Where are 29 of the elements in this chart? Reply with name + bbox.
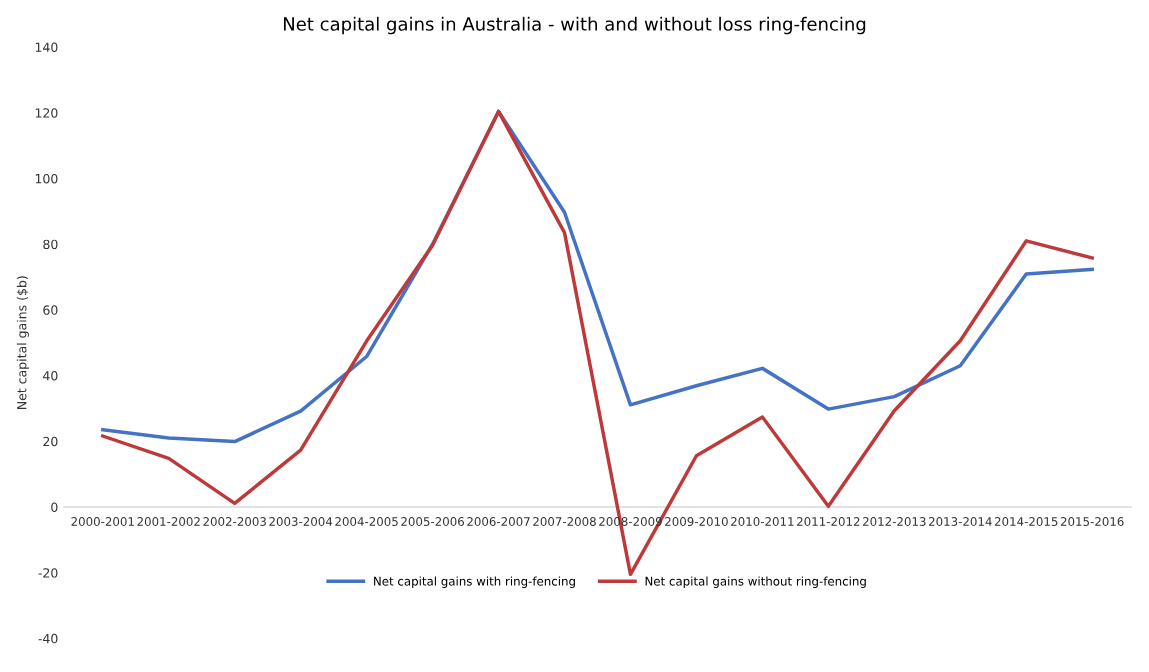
chart-title: Net capital gains in Australia - with and without loss ring-fencing — [283, 16, 866, 35]
y-tick-label: 140 — [35, 42, 58, 52]
legend-label: Net capital gains with ring-fencing — [374, 576, 575, 588]
x-tick-label: 2014-2015 — [994, 517, 1058, 526]
y-tick-label: 80 — [43, 239, 58, 250]
y-tick-label: -20 — [38, 568, 58, 578]
x-tick-label: 2015-2016 — [1060, 517, 1124, 526]
legend-label: Net capital gains without ring-fencing — [645, 576, 866, 588]
y-tick-label: 40 — [43, 371, 58, 381]
y-tick-label: 20 — [43, 436, 58, 447]
x-tick-label: 2009-2010 — [665, 517, 728, 526]
y-tick-label: 100 — [35, 173, 58, 184]
y-axis-title: Net capital gains ($b) — [16, 276, 29, 409]
y-tick-label: 120 — [35, 108, 58, 118]
x-tick-label: 2004-2005 — [335, 517, 398, 526]
y-tick-label: 60 — [43, 305, 58, 315]
x-tick-label: 2001-2002 — [137, 517, 200, 526]
x-tick-label: 2003-2004 — [269, 517, 333, 526]
x-tick-label: 2012-2013 — [863, 517, 926, 526]
y-tick-label: 0 — [51, 502, 58, 512]
x-tick-label: 2013-2014 — [928, 517, 992, 526]
x-tick-label: 2005-2006 — [401, 517, 465, 526]
x-tick-label: 2002-2003 — [203, 517, 266, 526]
x-tick-label: 2011-2012 — [797, 517, 860, 526]
x-tick-label: 2010-2011 — [731, 517, 794, 526]
x-tick-label: 2006-2007 — [467, 517, 530, 526]
x-tick-label: 2000-2001 — [71, 517, 134, 526]
x-tick-label: 2007-2008 — [533, 517, 596, 526]
y-tick-label: -40 — [38, 633, 58, 644]
